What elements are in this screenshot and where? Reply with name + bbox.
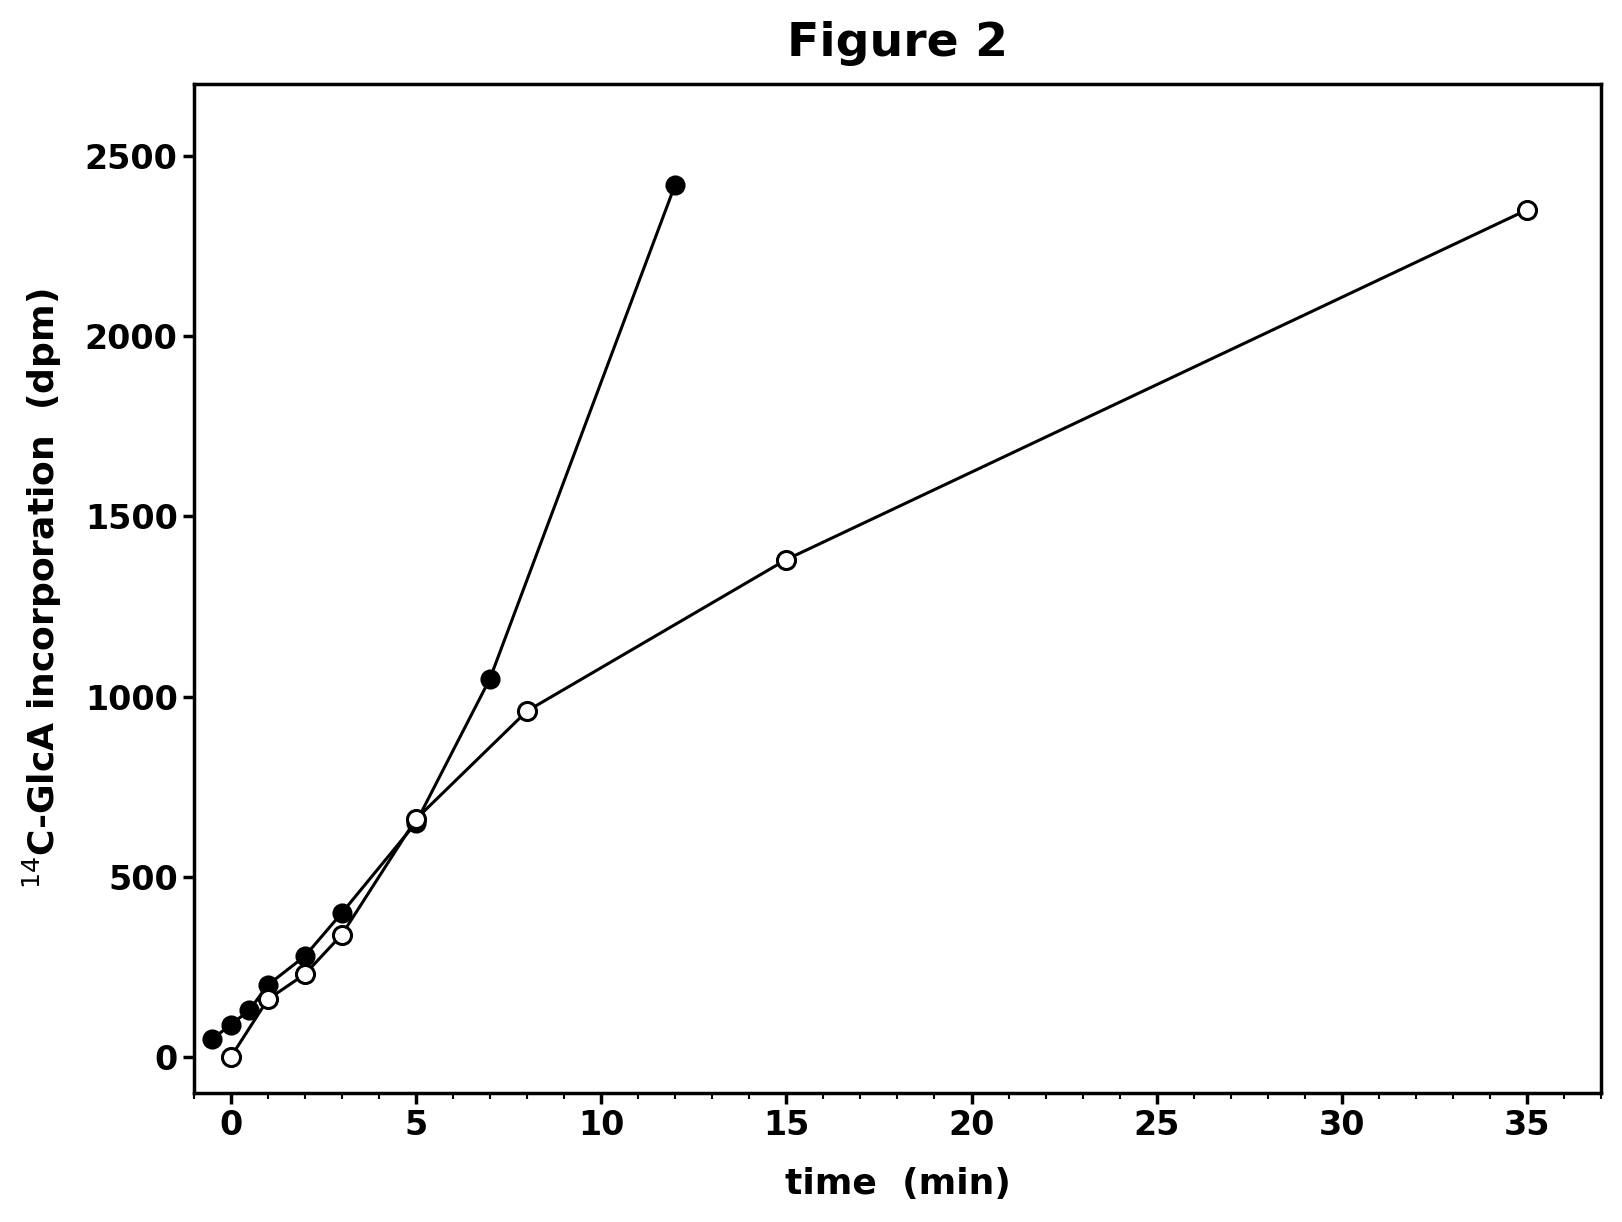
Y-axis label: $^{14}$C-GlcA incorporation  (dpm): $^{14}$C-GlcA incorporation (dpm) xyxy=(21,288,63,888)
Title: Figure 2: Figure 2 xyxy=(787,21,1007,66)
X-axis label: time  (min): time (min) xyxy=(785,1167,1011,1201)
